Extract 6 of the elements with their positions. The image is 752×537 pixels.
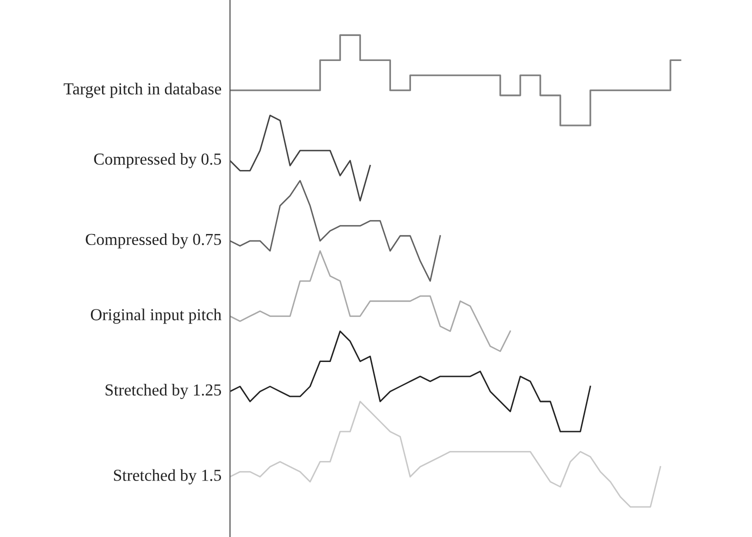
series-label: Original input pitch	[90, 308, 222, 324]
series-label: Stretched by 1.25	[106, 384, 222, 400]
series-label: Target pitch in database	[64, 82, 222, 98]
series-label: Compressed by 0.75	[86, 233, 222, 248]
series-label: Compressed by 0.5	[94, 153, 222, 168]
series-label: Stretched by 1.5	[114, 469, 222, 484]
